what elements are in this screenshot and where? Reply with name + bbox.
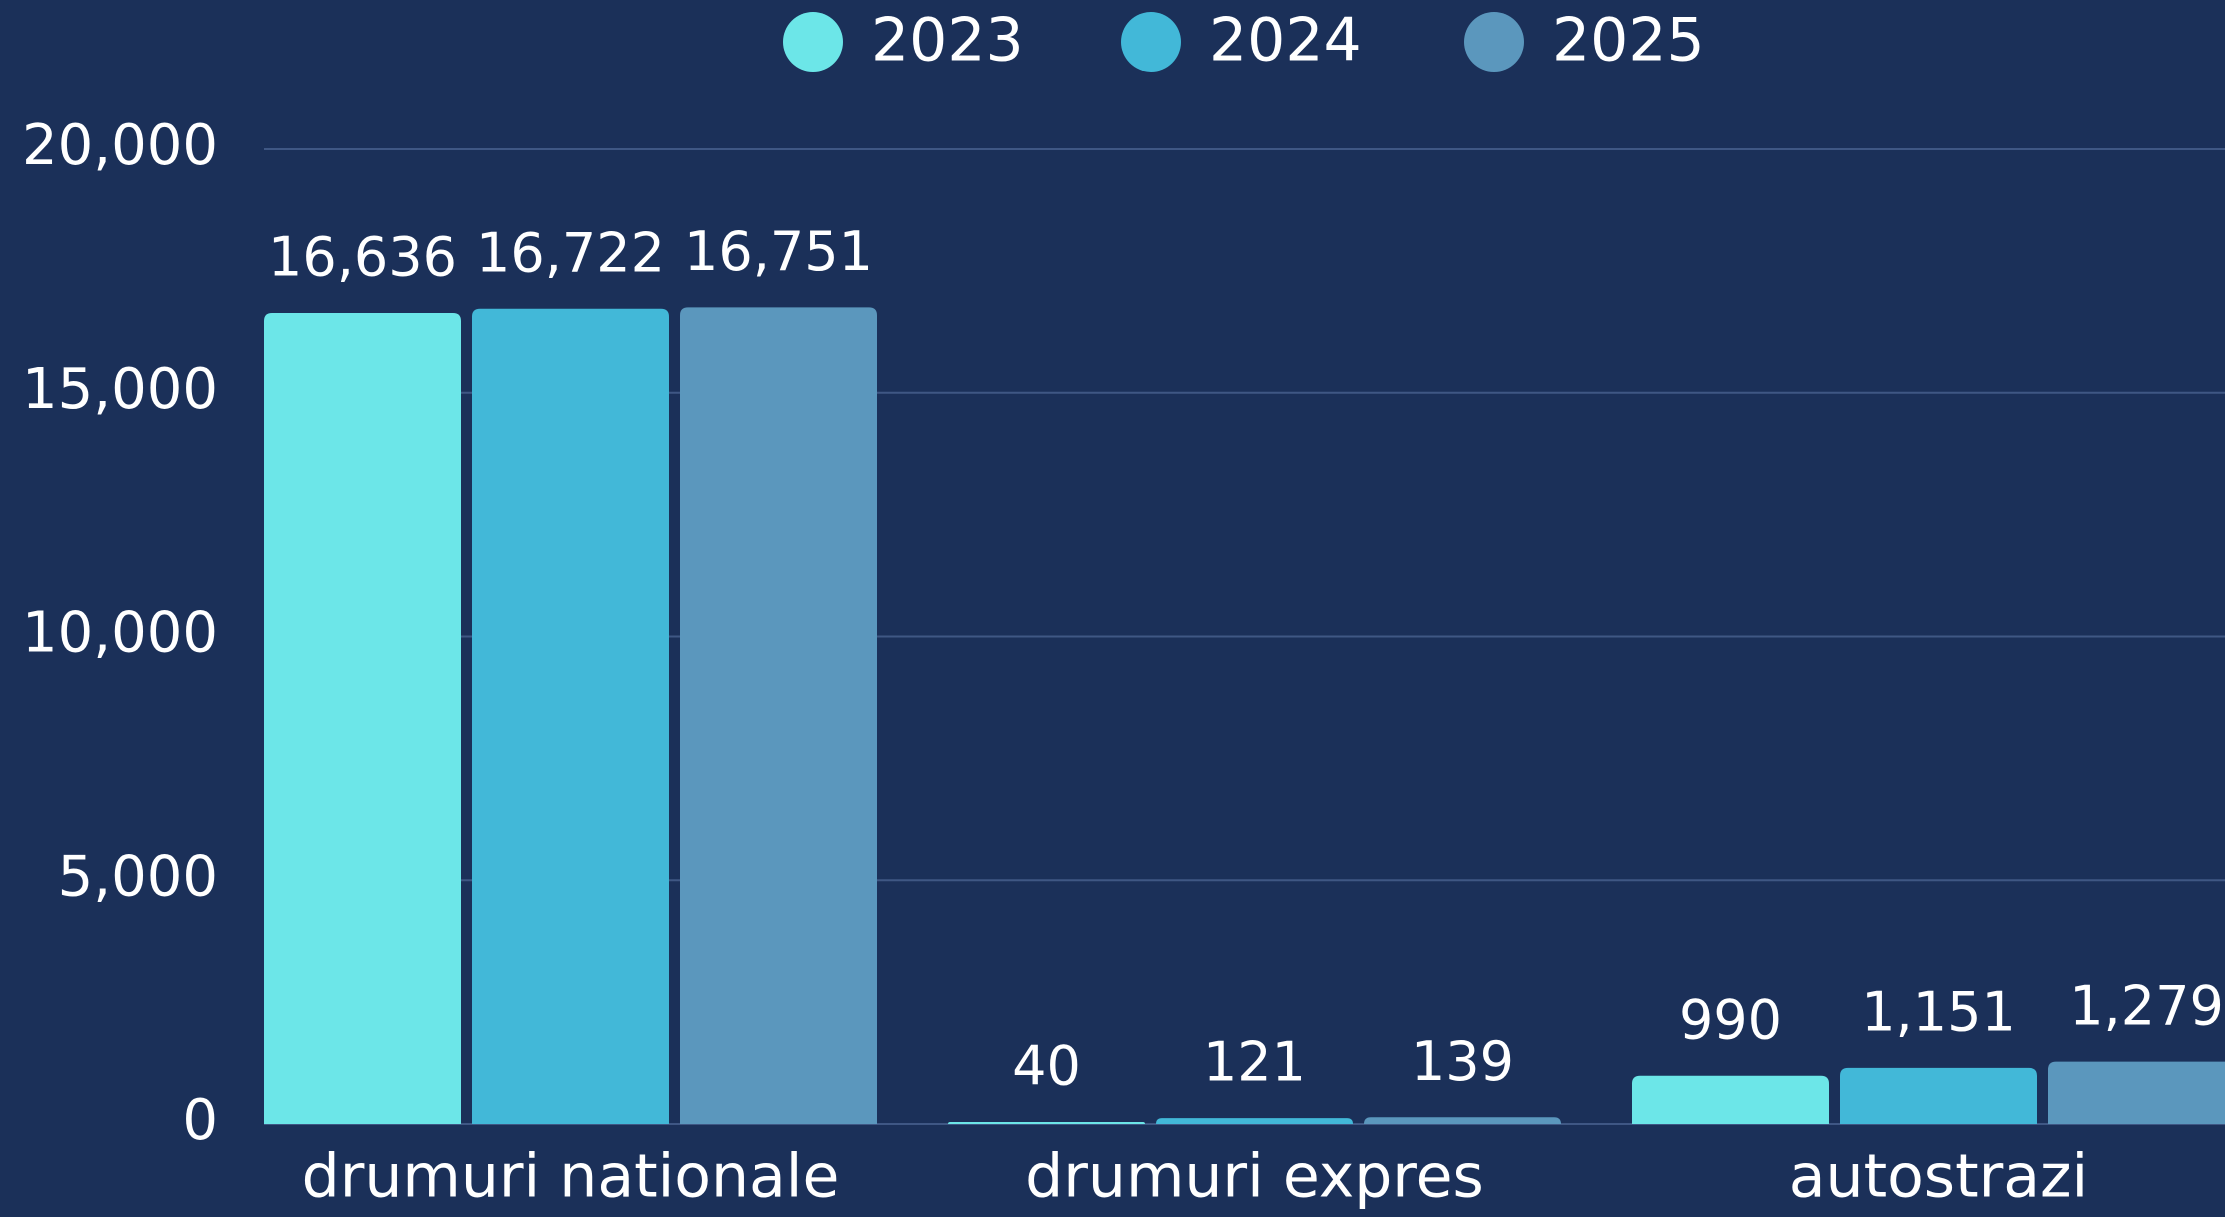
value-label: 139	[1411, 1030, 1514, 1093]
y-tick-label: 20,000	[22, 113, 218, 178]
y-tick-label: 0	[182, 1088, 218, 1153]
y-tick-label: 10,000	[22, 601, 218, 666]
legend-swatch	[783, 12, 843, 72]
value-label: 40	[1012, 1035, 1081, 1098]
bar	[1840, 1067, 2037, 1124]
x-tick-label: autostrazi	[1789, 1142, 2088, 1212]
value-label: 121	[1203, 1031, 1306, 1094]
value-label: 1,151	[1861, 981, 2016, 1044]
value-label: 16,751	[684, 220, 873, 283]
value-label: 16,722	[476, 221, 665, 284]
legend-swatch	[1464, 12, 1524, 72]
x-tick-label: drumuri expres	[1025, 1142, 1484, 1212]
value-label: 1,279	[2069, 974, 2224, 1037]
bar	[1632, 1075, 1829, 1124]
bar	[2048, 1061, 2225, 1124]
legend-label: 2023	[871, 6, 1024, 76]
bar	[948, 1122, 1145, 1124]
value-label: 990	[1679, 988, 1782, 1051]
legend-label: 2024	[1209, 6, 1362, 76]
bar	[1156, 1118, 1353, 1124]
y-tick-label: 5,000	[58, 844, 218, 909]
value-label: 16,636	[268, 226, 457, 289]
bar	[472, 308, 669, 1124]
y-tick-label: 15,000	[22, 357, 218, 422]
legend-swatch	[1121, 12, 1181, 72]
bar	[680, 307, 877, 1124]
bar	[1364, 1117, 1561, 1124]
x-tick-label: drumuri nationale	[302, 1142, 840, 1212]
bar	[264, 312, 461, 1124]
legend-label: 2025	[1552, 6, 1705, 76]
